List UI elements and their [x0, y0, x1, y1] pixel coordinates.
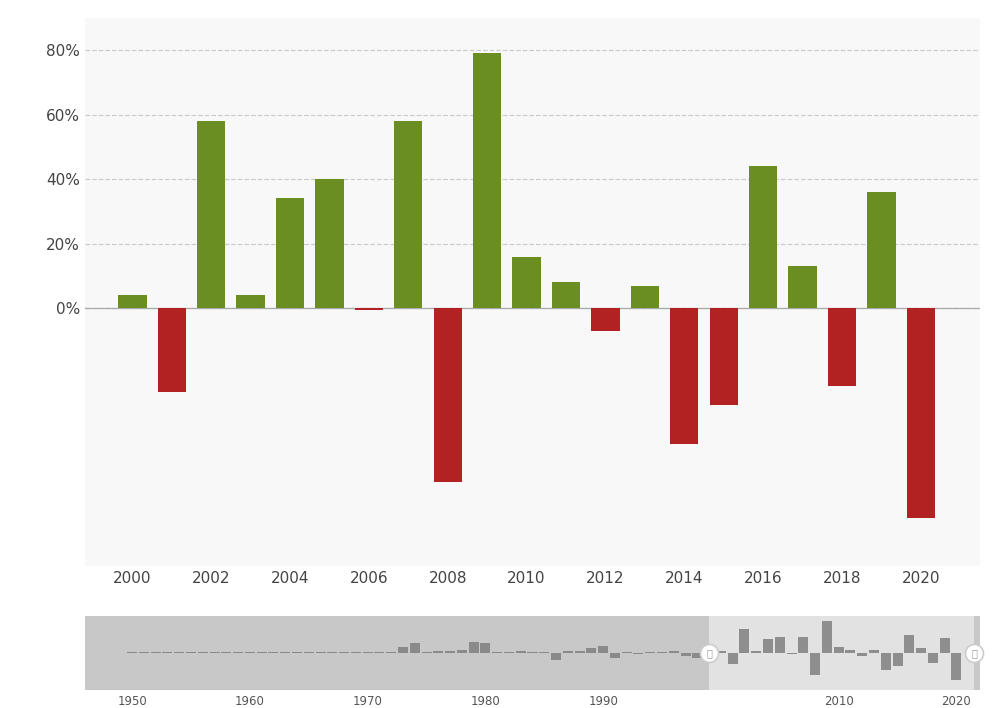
Bar — [798, 636, 808, 653]
Text: ⏸: ⏸ — [971, 648, 977, 658]
Bar — [810, 653, 820, 675]
Bar — [916, 649, 926, 653]
Bar — [394, 121, 422, 308]
Bar — [516, 651, 526, 653]
Bar — [118, 295, 147, 308]
Bar — [669, 651, 679, 653]
Bar — [622, 652, 632, 653]
Bar — [316, 652, 326, 653]
Bar — [575, 651, 585, 653]
Bar — [710, 308, 738, 405]
Bar — [893, 653, 903, 666]
Bar — [670, 308, 698, 444]
Bar — [867, 192, 896, 308]
Bar — [552, 282, 580, 308]
Bar — [907, 308, 935, 518]
Bar — [422, 652, 432, 653]
Bar — [139, 652, 149, 653]
Bar — [751, 651, 761, 653]
Bar — [881, 653, 891, 670]
Bar — [692, 653, 702, 658]
Bar — [527, 652, 538, 653]
Bar — [739, 629, 749, 653]
Bar — [749, 166, 777, 308]
Bar — [445, 651, 455, 653]
Bar — [469, 641, 479, 653]
Bar — [512, 256, 541, 308]
Bar — [245, 652, 255, 653]
Bar — [681, 653, 691, 656]
Bar — [645, 652, 655, 653]
Bar — [940, 639, 950, 653]
Bar — [327, 652, 337, 653]
Bar — [610, 653, 620, 658]
Bar — [315, 179, 344, 308]
Bar — [709, 616, 974, 690]
Bar — [857, 653, 867, 656]
Bar — [363, 652, 373, 653]
Bar — [539, 652, 549, 653]
Bar — [834, 646, 844, 653]
Bar — [304, 652, 314, 653]
Bar — [127, 652, 137, 653]
Bar — [257, 652, 267, 653]
Bar — [221, 652, 231, 653]
Bar — [198, 652, 208, 653]
Bar — [268, 652, 278, 653]
Bar — [788, 266, 817, 308]
Bar — [276, 198, 304, 308]
Bar — [339, 652, 349, 653]
Bar — [904, 635, 914, 653]
Bar — [158, 308, 186, 392]
Bar — [151, 652, 161, 653]
Bar — [374, 652, 384, 653]
Bar — [775, 636, 785, 653]
Bar — [410, 643, 420, 653]
Bar — [186, 652, 196, 653]
Bar — [457, 650, 467, 653]
Bar — [355, 308, 383, 310]
Bar — [822, 621, 832, 653]
Bar — [845, 650, 855, 653]
Bar — [236, 295, 265, 308]
Bar — [351, 652, 361, 653]
Bar — [434, 308, 462, 482]
Bar — [197, 121, 225, 308]
Bar — [280, 652, 290, 653]
Bar — [233, 652, 243, 653]
Bar — [563, 651, 573, 653]
Text: ⏸: ⏸ — [706, 648, 712, 658]
Bar — [704, 650, 714, 653]
Bar — [763, 639, 773, 653]
Bar — [433, 651, 443, 653]
Bar — [728, 653, 738, 664]
Bar — [504, 652, 514, 653]
Bar — [591, 308, 620, 331]
Bar — [398, 646, 408, 653]
Bar — [716, 651, 726, 653]
Bar — [928, 653, 938, 663]
Bar — [480, 643, 490, 653]
Bar — [657, 652, 667, 653]
Bar — [787, 653, 797, 654]
Bar — [828, 308, 856, 386]
Bar — [162, 652, 172, 653]
Bar — [210, 652, 220, 653]
Bar — [174, 652, 184, 653]
Bar — [951, 653, 961, 680]
Bar — [386, 652, 396, 653]
Bar — [492, 652, 502, 653]
Bar — [633, 653, 643, 654]
Bar — [598, 646, 608, 653]
Bar — [586, 649, 596, 653]
Bar — [551, 653, 561, 660]
Bar — [631, 285, 659, 308]
Bar — [869, 650, 879, 653]
Bar — [292, 652, 302, 653]
Bar — [473, 53, 501, 308]
